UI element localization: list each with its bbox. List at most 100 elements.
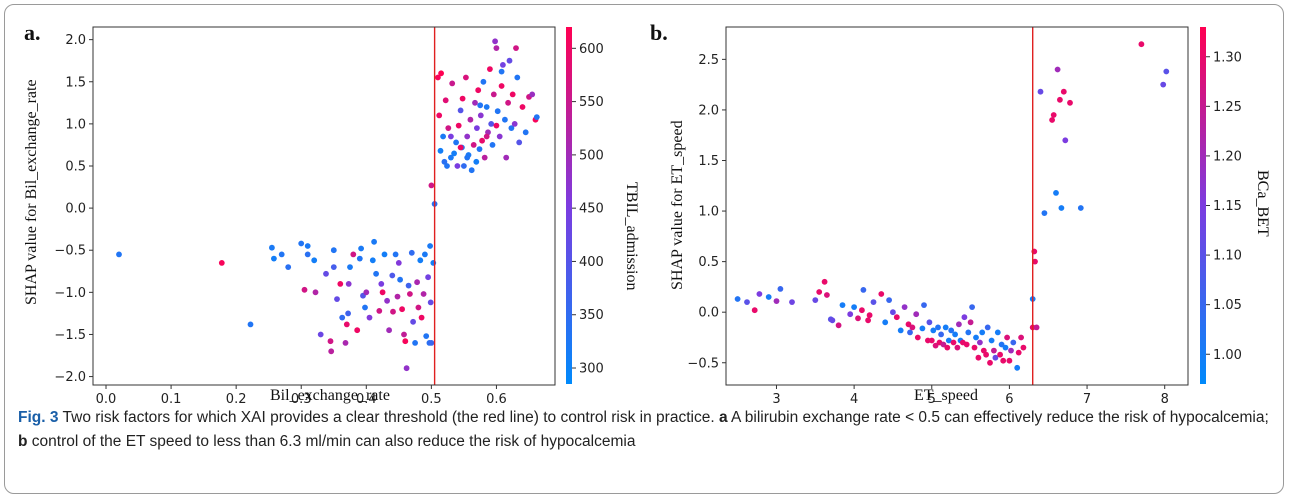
panel-b-point xyxy=(944,344,951,351)
caption-text-1: Two risk factors for which XAI provides … xyxy=(58,409,719,426)
panel-b-xlabel: ET_speed xyxy=(914,387,978,404)
panel-b-point xyxy=(789,299,795,305)
panel-b-point xyxy=(866,312,873,319)
panel-a-point xyxy=(444,163,450,169)
panel-a-point xyxy=(454,163,461,169)
panel-b-point xyxy=(1015,349,1022,356)
panel-b-point xyxy=(1033,324,1040,331)
panel-a-point xyxy=(330,264,337,270)
panel-a-point xyxy=(475,87,482,94)
panel-a-point xyxy=(502,116,508,123)
panel-b-point xyxy=(835,322,842,329)
panel-a-point xyxy=(384,297,390,304)
panel-b-xtick-label: 3 xyxy=(772,392,780,405)
panel-b-colorbar-tick-label: 1.20 xyxy=(1213,149,1242,164)
panel-b-point xyxy=(860,287,867,293)
panel-a-point xyxy=(407,291,413,297)
panel-a-point xyxy=(390,308,396,315)
panel-a-colorbar-tick-label: 500 xyxy=(579,148,604,163)
panel-b-point xyxy=(975,354,982,361)
panel-b-colorbar-tick-label: 1.10 xyxy=(1213,249,1242,264)
panel-b-point xyxy=(1067,99,1073,106)
panel-b-axis-ticks: 3 4 5 6 7 8 −0.5 0.0 0.5 1.0 1.5 2.0 2.5 xyxy=(687,53,1168,405)
panel-b-point xyxy=(1138,41,1145,48)
panel-b-point xyxy=(905,321,912,328)
panel-b-colorbar xyxy=(1200,27,1206,384)
panel-b-point xyxy=(928,337,935,344)
panel-a-point xyxy=(474,125,480,131)
panel-b-point xyxy=(1037,88,1044,95)
panel-b-points xyxy=(734,41,1170,371)
panel-a-xtick-label: 0.3 xyxy=(291,392,312,405)
panel-a-xtick-label: 0.0 xyxy=(96,392,117,405)
panel-a-point xyxy=(516,139,523,146)
figure-caption: Fig. 3 Two risk factors for which XAI pr… xyxy=(18,406,1273,454)
panel-a-point xyxy=(425,274,431,281)
panel-a-point xyxy=(350,251,357,258)
panel-a-point xyxy=(366,314,373,321)
panel-b-point xyxy=(942,324,949,331)
panel-b-point xyxy=(991,347,997,354)
panel-a-xlabel: Bil_exchange_rate xyxy=(270,387,390,404)
panel-b-point xyxy=(886,297,892,303)
panel-b-point xyxy=(1002,344,1009,351)
panel-a-point xyxy=(506,57,513,64)
panel-a-point xyxy=(498,68,505,75)
panel-b-point xyxy=(992,354,999,361)
panel-a-point xyxy=(519,104,526,110)
panel-a-point xyxy=(470,142,477,148)
panel-b-ytick-label: 0.0 xyxy=(698,306,719,321)
panel-a: a. 0.0 0.1 0.2 0.3 0.4 0.5 0.6 −2.0 −1.5 −1.0 −0.5… xyxy=(23,20,640,405)
panel-a-colorbar-tick-label: 600 xyxy=(579,42,604,57)
panel-a-point xyxy=(508,125,515,131)
panel-a-point xyxy=(369,257,376,264)
panel-b-point xyxy=(1018,334,1024,341)
panel-a-colorbar-tick-label: 350 xyxy=(579,308,604,323)
panel-b-point xyxy=(965,329,972,336)
panel-a-point xyxy=(451,150,457,157)
panel-b-point xyxy=(926,319,933,326)
panel-a-point xyxy=(489,142,496,148)
panel-b-point xyxy=(997,351,1003,358)
panel-a-point xyxy=(476,146,483,153)
panel-b-point xyxy=(932,342,939,349)
panel-a-point xyxy=(487,66,493,72)
panel-a-point xyxy=(430,260,437,266)
panel-a-point xyxy=(330,247,337,254)
panel-b-point xyxy=(1032,258,1038,265)
panel-a-point xyxy=(405,282,412,289)
panel-a-point xyxy=(410,318,416,325)
panel-a-point xyxy=(459,95,466,102)
panel-b-xtick-label: 6 xyxy=(1005,392,1013,405)
panel-a-point xyxy=(389,272,396,279)
panel-a-point xyxy=(378,281,385,287)
panel-a-point xyxy=(498,83,505,89)
panel-a-point xyxy=(323,270,329,277)
caption-a-label: a xyxy=(718,409,728,426)
panel-a-ylabel: SHAP value for Bil_exchange_rate xyxy=(23,79,40,305)
panel-b-colorbar-tick-label: 1.25 xyxy=(1213,100,1242,115)
panel-b-colorbar-label: BCa_BET xyxy=(1254,170,1271,237)
panel-a-point xyxy=(445,125,452,131)
panel-b-axes-frame xyxy=(725,26,1189,386)
panel-a-point xyxy=(427,243,433,249)
panel-a-point xyxy=(362,304,368,311)
panel-b-point xyxy=(930,327,937,334)
panel-a-point xyxy=(449,80,456,87)
panel-a-point xyxy=(402,338,409,345)
panel-a-colorbar-tick-label: 450 xyxy=(579,202,604,217)
panel-a-point xyxy=(408,249,415,256)
panel-b-point xyxy=(1054,66,1061,73)
panel-b-colorbar-tick-label: 1.15 xyxy=(1213,199,1242,214)
panel-a-point xyxy=(417,257,424,264)
panel-b-point xyxy=(847,311,854,318)
panel-a-point xyxy=(428,182,435,189)
panel-b-point xyxy=(961,314,968,321)
panel-a-point xyxy=(441,158,448,165)
caption-text-2: A bilirubin exchange rate < 0.5 can effe… xyxy=(727,409,1269,426)
panel-a-point xyxy=(271,255,277,262)
panel-b-point xyxy=(777,286,784,292)
panel-b-point xyxy=(859,307,865,314)
panel-a-ytick-label: 2.0 xyxy=(65,33,86,48)
panel-a-point xyxy=(301,286,308,293)
